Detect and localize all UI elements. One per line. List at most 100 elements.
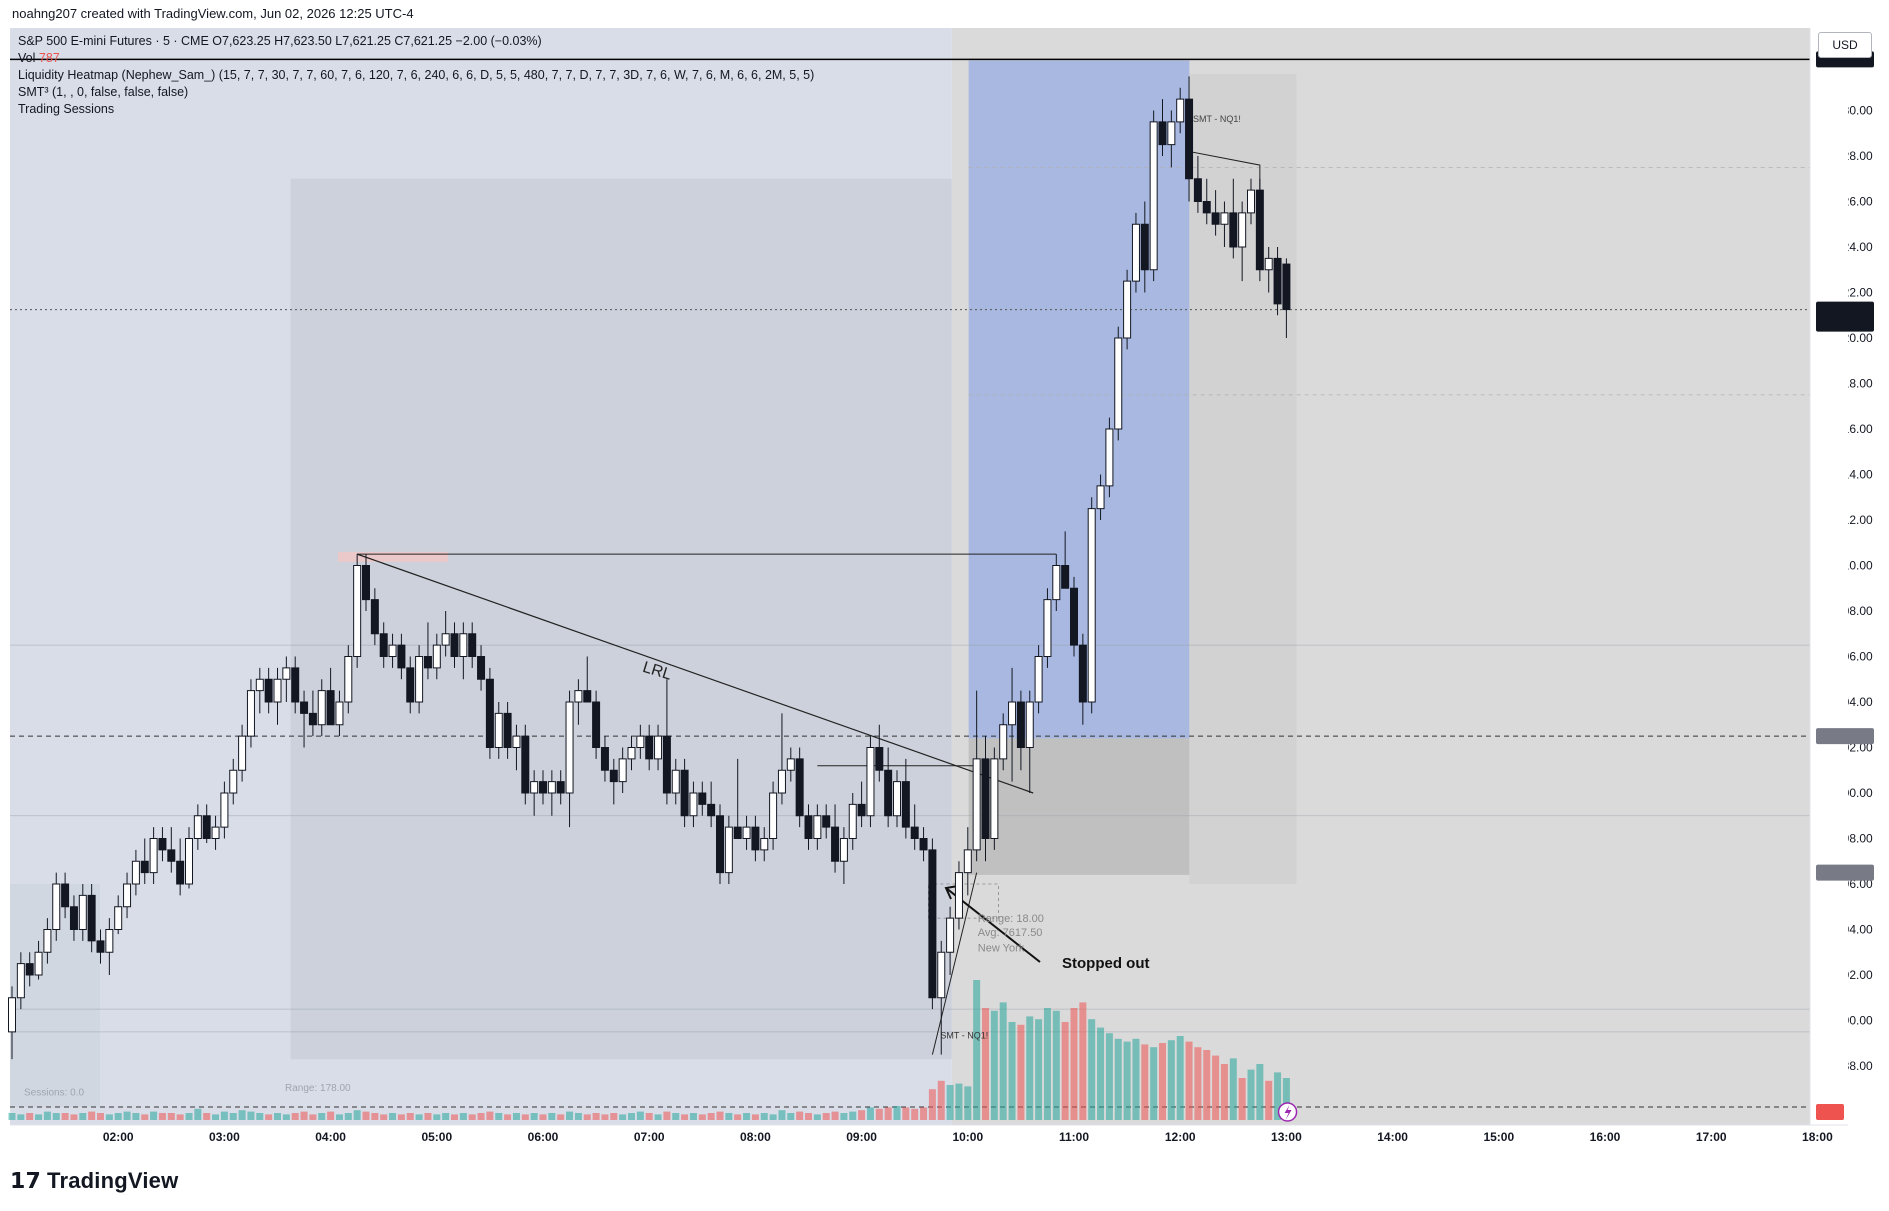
volume-bar (592, 1113, 600, 1120)
volume-bar (212, 1114, 220, 1120)
candle-body (43, 929, 52, 953)
candle-body (654, 735, 663, 760)
candle-body (415, 656, 424, 703)
volume-bar (353, 1110, 361, 1120)
candle-body (786, 758, 795, 771)
volume-bar (1238, 1078, 1246, 1120)
candle-body (893, 781, 901, 817)
currency-button[interactable]: USD (1818, 32, 1872, 58)
legend-sessions[interactable]: Trading Sessions (18, 102, 115, 116)
volume-bar (1079, 1002, 1087, 1120)
candle-body (777, 769, 786, 794)
legend-smt[interactable]: SMT³ (1, , 0, false, false, false) (18, 85, 189, 99)
volume-bar (796, 1111, 804, 1120)
candle-body (556, 781, 565, 794)
volume-bar (150, 1111, 158, 1120)
legend-volume[interactable]: Vol 787 (18, 51, 60, 65)
volume-bar (123, 1111, 131, 1120)
tv-logo-icon: 𝟭𝟳 (10, 1168, 42, 1193)
volume-bar (875, 1108, 883, 1120)
candle-body (238, 735, 247, 771)
x-tick-label: 02:00 (103, 1130, 134, 1144)
candle-body (246, 690, 255, 737)
volume-bar (610, 1113, 618, 1120)
candle-body (760, 838, 769, 851)
candle-body (282, 667, 291, 680)
candle-body (450, 633, 459, 657)
candle-body (441, 633, 450, 646)
candle-body (1096, 485, 1105, 510)
candle-body (1016, 701, 1025, 748)
candle-body (901, 781, 910, 828)
volume-bar (424, 1113, 432, 1120)
candle-body (769, 792, 778, 839)
candle-body (565, 701, 574, 794)
stopped-out-label: Stopped out (1062, 955, 1149, 972)
volume-bar (734, 1114, 742, 1120)
legend-symbol[interactable]: S&P 500 E-mini Futures · 5 · CME O7,623.… (18, 34, 542, 48)
candle-body (123, 883, 132, 908)
volume-bar (158, 1113, 166, 1120)
candle-body (609, 769, 618, 783)
volume-bar (751, 1114, 759, 1120)
candle-body (362, 565, 370, 601)
volume-bar (371, 1113, 379, 1120)
x-tick-label: 11:00 (1059, 1130, 1089, 1144)
legend-heatmap[interactable]: Liquidity Heatmap (Nephew_Sam_) (15, 7, … (18, 68, 815, 82)
volume-bar (1008, 1022, 1016, 1120)
volume-bar (1220, 1064, 1228, 1120)
volume-bar (521, 1114, 529, 1120)
stopped-out-arrowhead (944, 885, 959, 900)
candle-body (1052, 565, 1061, 601)
x-tick-label: 05:00 (421, 1130, 452, 1144)
candle-body (937, 951, 946, 999)
candle-body (1211, 212, 1220, 225)
candle-body (468, 633, 477, 657)
candle-body (857, 803, 866, 817)
volume-bar (866, 1107, 874, 1120)
volume-bar (282, 1114, 290, 1120)
session-name-label: New York (978, 943, 1025, 955)
candle-body (211, 826, 220, 839)
volume-bar (26, 1113, 34, 1120)
smt-top-label: SMT - NQ1! (1193, 114, 1241, 124)
volume-bar (937, 1080, 945, 1120)
volume-bar (344, 1113, 352, 1120)
volume-bar (291, 1113, 299, 1120)
volume-bar (1256, 1064, 1264, 1120)
volume-bar (1229, 1058, 1237, 1120)
volume-bar (636, 1111, 644, 1120)
volume-bar (973, 980, 981, 1120)
range-info-label: Range: 18.00 (978, 913, 1044, 925)
x-tick-label: 15:00 (1483, 1130, 1514, 1144)
candle-body (16, 963, 25, 999)
volume-bar (35, 1114, 43, 1120)
volume-bar (70, 1114, 78, 1120)
x-tick-label: 16:00 (1590, 1130, 1621, 1144)
candle-body (848, 803, 857, 839)
candle-body (999, 724, 1008, 760)
volume-bar (504, 1114, 512, 1120)
volume-bar (946, 1085, 954, 1120)
range-left-label: Range: 178.00 (285, 1083, 351, 1094)
candle-body (34, 951, 43, 976)
price-label-tag (1816, 301, 1874, 332)
volume-bar (1105, 1033, 1113, 1120)
volume-bar (760, 1113, 768, 1120)
volume-bar (389, 1113, 397, 1120)
candle-body (521, 735, 530, 794)
range-info-box (928, 883, 999, 919)
candle-body (1070, 587, 1078, 646)
candle-body (167, 849, 176, 862)
volume-bar (698, 1114, 706, 1120)
volume-bar (433, 1114, 441, 1120)
volume-bar (1123, 1041, 1131, 1120)
chart-credit: noahng207 created with TradingView.com, … (12, 6, 414, 21)
x-tick-label: 07:00 (634, 1130, 665, 1144)
candle-body (158, 838, 167, 851)
candle-body (1105, 428, 1114, 487)
candle-body (308, 712, 317, 726)
volume-bar (238, 1110, 246, 1120)
volume-bar (97, 1113, 104, 1120)
